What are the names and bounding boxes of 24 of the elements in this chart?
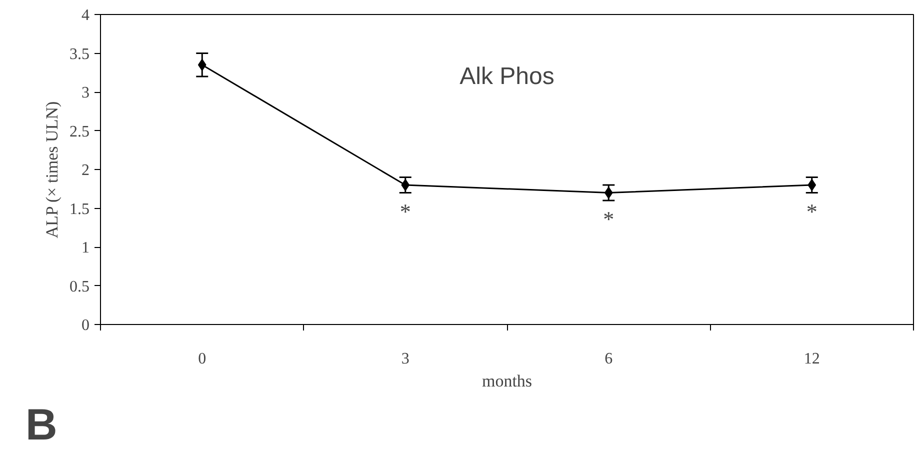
x-axis-title: months <box>482 372 532 390</box>
y-tick-label: 1.5 <box>70 200 90 218</box>
y-tick-label: 1 <box>82 240 90 256</box>
y-tick-label: 3.5 <box>70 46 90 63</box>
annotation: * <box>603 206 614 232</box>
y-axis-title: ALP (× times ULN) <box>42 101 62 238</box>
y-tick-label: 2 <box>82 162 90 179</box>
x-tick-label: 12 <box>804 350 820 368</box>
annotation: * <box>400 198 411 224</box>
x-tick-label: 0 <box>198 350 206 368</box>
y-tick-label: 3 <box>82 84 90 102</box>
text: B <box>26 400 58 450</box>
point <box>604 186 613 199</box>
annotation: * <box>806 198 818 224</box>
y-tick-label: 0.5 <box>70 278 90 296</box>
x-tick-label: 6 <box>604 350 613 368</box>
x-tick-label: 3 <box>401 350 410 368</box>
annotation: Alk Phos <box>460 63 554 90</box>
point <box>401 179 410 191</box>
point <box>808 179 816 191</box>
y-tick-label: 0 <box>82 317 90 334</box>
y-tick-label: 2.5 <box>70 123 90 140</box>
y-tick-label: 4 <box>82 7 90 24</box>
point <box>198 58 206 71</box>
